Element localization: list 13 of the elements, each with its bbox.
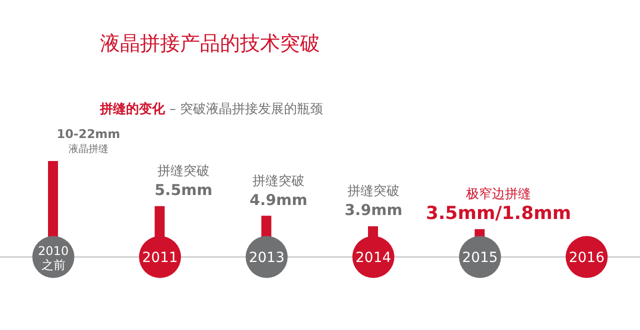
annotation: 拼缝突破 5.5mm <box>154 164 212 200</box>
annotation: 极窄边拼缝 3.5mm/1.8mm <box>424 186 572 224</box>
annotation: 拼缝突破 3.9mm <box>344 184 402 220</box>
x-tick-label: 2015 <box>462 250 498 266</box>
annotation: 拼缝突破 4.9mm <box>250 174 308 209</box>
x-tick-label: 2016 <box>568 250 605 266</box>
x-tick-label: 2013 <box>248 250 284 266</box>
x-tick-label: 2010 之前 <box>38 244 69 272</box>
text: 10-22mm 液晶拼缝 <box>56 127 122 157</box>
x-tick-label: 2014 <box>356 250 392 266</box>
x-tick-label: 2011 <box>142 250 178 266</box>
chart-subtitle: 拼缝的变化 – 突破液晶拼接发展的瓶颈 <box>100 102 324 117</box>
chart-title: 液晶拼接产品的技术突破 <box>100 30 320 57</box>
